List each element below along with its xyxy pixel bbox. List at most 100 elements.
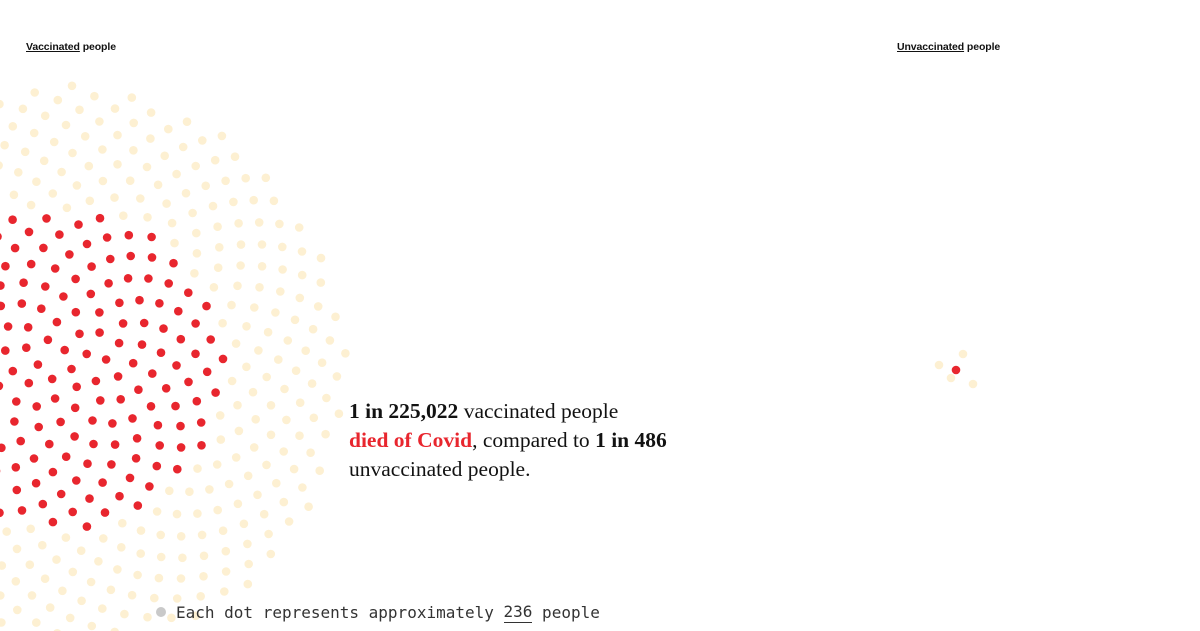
survived-dot [133,570,142,580]
survived-dot [26,200,36,210]
survived-dot [254,346,263,355]
survived-dot [26,524,35,534]
died-dot [48,517,58,527]
survived-dot [172,594,182,603]
survived-dot [271,308,280,317]
died-dot [45,439,54,449]
died-dot [134,385,143,395]
died-dot [70,432,79,441]
survived-dot [250,303,259,312]
died-dot [133,501,143,510]
survived-dot [136,549,145,558]
died-dot [23,323,33,332]
survived-dot [94,557,103,566]
survived-dot [193,464,202,473]
survived-dot [215,411,225,420]
survived-dot [0,591,5,600]
survived-dot [165,486,174,496]
survived-dot [261,173,271,183]
survived-dot [156,552,166,562]
legend-number[interactable]: 236 [503,601,533,623]
died-dot [10,417,19,426]
survived-dot [304,502,313,512]
died-dot [89,439,98,449]
survived-dot [968,379,978,389]
unvaccinated-key[interactable]: Unvaccinated [897,41,965,53]
died-dot [218,354,228,364]
survived-dot [269,196,279,206]
survived-dot [90,91,99,101]
survived-dot [334,409,344,419]
died-dot [147,253,157,262]
survived-dot [67,81,77,91]
survived-dot [11,577,21,586]
survived-dot [40,111,50,121]
survived-dot [257,262,267,271]
died-dot [24,227,34,237]
survived-dot [315,466,325,476]
died-dot [95,308,104,317]
died-dot [124,230,134,240]
died-dot [83,459,92,469]
survived-dot [198,136,207,145]
survived-dot [52,555,61,564]
died-dot [191,349,200,359]
died-dot [82,239,92,249]
survived-dot [61,120,71,130]
died-dot [56,417,65,427]
died-dot [10,243,20,253]
survived-dot [197,530,207,540]
survived-dot [62,203,72,213]
died-dot [176,443,186,452]
died-dot [147,232,156,242]
survived-dot [13,168,23,177]
survived-dot [193,509,202,518]
survived-dot [110,627,119,631]
vaccinated-key[interactable]: Vaccinated [26,41,80,53]
survived-dot [297,247,307,256]
died-dot [0,233,2,241]
died-dot [174,306,183,316]
survived-dot [0,561,7,570]
survived-dot [317,358,327,368]
survived-dot [191,611,200,621]
died-dot [161,384,171,393]
died-dot [8,366,18,376]
died-dot [107,460,116,469]
survived-dot [154,573,164,583]
survived-dot [172,509,182,519]
survived-dot [25,560,35,569]
survived-dot [65,613,75,623]
survived-dot [284,517,294,526]
died-dot [192,396,202,406]
survived-dot [98,145,107,154]
survived-dot [266,430,276,440]
survived-dot [213,222,222,231]
survived-dot [20,147,30,157]
survived-dot [266,549,276,559]
survived-dot [49,137,59,147]
survived-dot [30,88,39,97]
survived-dot [117,543,126,552]
summary-part-3: unvaccinated people. [349,457,531,481]
died-dot [0,443,6,453]
survived-dot [181,188,191,198]
survived-dot [248,387,258,397]
survived-dot [75,105,84,115]
survived-dot [170,238,179,248]
survived-dot [164,124,173,134]
died-dot [176,334,186,344]
survived-dot [294,223,304,232]
died-dot [24,378,34,388]
survived-dot [40,574,50,583]
died-dot [146,402,156,411]
died-dot [16,436,26,446]
survived-dot [146,108,156,117]
died-dot [108,419,117,428]
dot-group-unvaccinated [0,81,350,631]
survived-dot [234,426,244,436]
survived-dot [167,218,177,228]
died-dot [153,420,163,430]
survived-dot [233,281,242,291]
survived-dot [127,590,137,600]
